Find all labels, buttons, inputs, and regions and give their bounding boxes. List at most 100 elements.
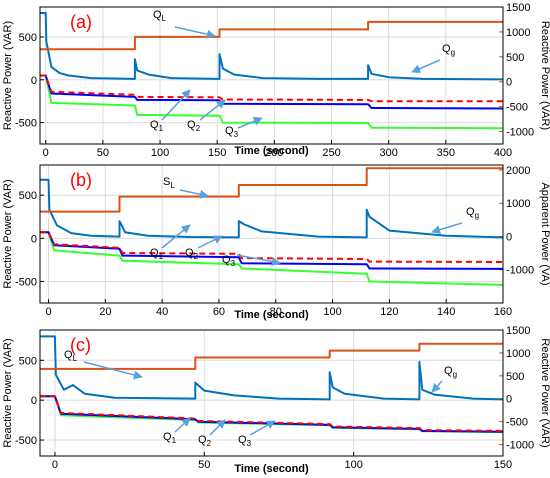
panel-label: (c) <box>70 335 91 355</box>
x-tick-label: 80 <box>270 306 282 318</box>
y-axis-label-left: Reactive Power (VAR) <box>2 179 14 288</box>
y-tick-label-right: 0 <box>506 231 512 243</box>
y-tick-label-left: 0 <box>31 75 37 87</box>
series-line-q3 <box>40 74 504 130</box>
y-tick-label-right: 1500 <box>506 2 530 14</box>
x-axis-label: Time (second) <box>234 463 309 475</box>
panel-a: 0 50 100 150 200 250 300 350 400 0 500 -500 -1000 -50… <box>2 2 550 159</box>
x-tick-label: 120 <box>380 306 398 318</box>
annotation-arrow-ql <box>174 26 216 39</box>
x-tick-label: 250 <box>322 147 340 159</box>
y-tick-label-right: 1500 <box>506 325 530 337</box>
annotation-q3: Q3 <box>222 254 236 268</box>
annotation-q1: Q1 <box>163 431 177 445</box>
y-tick-label-left: 500 <box>19 190 37 202</box>
annotation-ql: QL <box>153 9 167 23</box>
series-line-ql <box>40 342 503 370</box>
y-tick-label-right: 1000 <box>506 348 530 360</box>
x-axis-label: Time (second) <box>234 145 309 157</box>
series-line-q3 <box>40 231 504 286</box>
plot-frame <box>39 6 504 145</box>
x-tick-label: 0 <box>45 306 51 318</box>
y-tick-label-right: -500 <box>506 417 528 429</box>
y-tick-label-right: 2000 <box>506 165 530 177</box>
annotation-arrow-qg <box>411 59 441 73</box>
annotation-arrow-q1 <box>161 89 191 121</box>
annotation-qg: Qg <box>444 365 457 379</box>
y-axis-label-left: Reactive Power (VAR) <box>2 21 14 130</box>
annotation-arrow-q1 <box>174 417 191 433</box>
x-tick-label: 350 <box>437 147 455 159</box>
y-tick-label-left: 0 <box>31 233 37 245</box>
plot-frame <box>39 164 504 304</box>
plot-area <box>40 330 503 456</box>
annotation-arrow-qg <box>431 380 443 393</box>
y-tick-label-right: 1000 <box>506 198 530 210</box>
series-line-sl <box>40 167 503 213</box>
annotation-arrow-q2 <box>197 235 223 249</box>
series-line-qg <box>40 12 504 81</box>
y-tick-label-left: 500 <box>19 355 37 367</box>
series-line-q1 <box>40 395 504 432</box>
x-tick-label: 150 <box>494 459 512 471</box>
annotation-arrow-q3 <box>249 420 276 436</box>
x-tick-label: 160 <box>494 306 512 318</box>
annotation-arrow-q2 <box>199 99 226 121</box>
y-tick-label-right: -500 <box>506 102 528 114</box>
y-tick-label-left: -500 <box>15 276 37 288</box>
annotation-q3: Q3 <box>225 125 239 139</box>
annotation-arrow-q2 <box>209 419 226 436</box>
annotation-sl: SL <box>163 176 175 190</box>
series-line-q1 <box>40 231 504 263</box>
y-axis-label-right: Reactive Power (VAR) <box>539 338 550 447</box>
annotation-q1: Q1 <box>150 119 164 133</box>
annotation-q2: Q2 <box>185 247 199 261</box>
y-tick-label-right: 0 <box>506 394 512 406</box>
y-axis-label-right: Apparent Power (VA) <box>539 182 550 285</box>
y-tick-label-left: 0 <box>31 395 37 407</box>
x-tick-label: 150 <box>208 147 226 159</box>
y-tick-label-right: -1000 <box>506 440 534 452</box>
x-tick-label: 300 <box>379 147 397 159</box>
y-tick-label-left: 500 <box>19 32 37 44</box>
annotation-arrow-q3 <box>236 254 281 266</box>
annotation-arrow-ql <box>83 361 143 380</box>
x-tick-label: 140 <box>437 306 455 318</box>
x-tick-label: 50 <box>97 147 109 159</box>
x-tick-label: 50 <box>198 459 210 471</box>
x-tick-label: 40 <box>156 306 168 318</box>
annotation-qg: Qg <box>466 206 479 220</box>
panel-label: (b) <box>70 170 92 190</box>
y-tick-label-right: 1000 <box>506 27 530 39</box>
plot-frame <box>39 329 504 457</box>
annotation-arrow-q3 <box>237 116 263 129</box>
y-tick-label-left: -500 <box>15 435 37 447</box>
y-tick-label-right: 0 <box>506 77 512 89</box>
annotation-qg: Qg <box>442 43 455 57</box>
x-tick-label: 400 <box>494 147 512 159</box>
x-tick-label: 100 <box>344 459 362 471</box>
x-tick-label: 100 <box>323 306 341 318</box>
x-tick-label: 200 <box>265 147 283 159</box>
annotation-q1: Q1 <box>150 247 164 261</box>
x-tick-label: 0 <box>43 147 49 159</box>
annotation-q2: Q2 <box>187 119 201 133</box>
annotation-arrow-sl <box>179 189 209 199</box>
annotation-arrow-qg <box>431 222 463 234</box>
x-tick-label: 100 <box>151 147 169 159</box>
x-axis-label: Time (second) <box>234 309 309 321</box>
y-tick-label-right: -1000 <box>506 127 534 139</box>
annotation-ql: QL <box>64 349 78 363</box>
panel-label: (a) <box>70 12 92 32</box>
series-line-qg <box>40 335 504 401</box>
series-line-q1 <box>40 74 503 103</box>
y-tick-label-left: -500 <box>15 118 37 130</box>
annotation-arrow-q1 <box>161 224 191 249</box>
y-tick-label-right: 500 <box>506 371 524 383</box>
x-tick-label: 20 <box>99 306 111 318</box>
annotation-q2: Q2 <box>198 434 212 448</box>
x-tick-label: 60 <box>213 306 225 318</box>
series-line-ql <box>40 20 503 51</box>
y-tick-label-right: -1000 <box>506 265 534 277</box>
